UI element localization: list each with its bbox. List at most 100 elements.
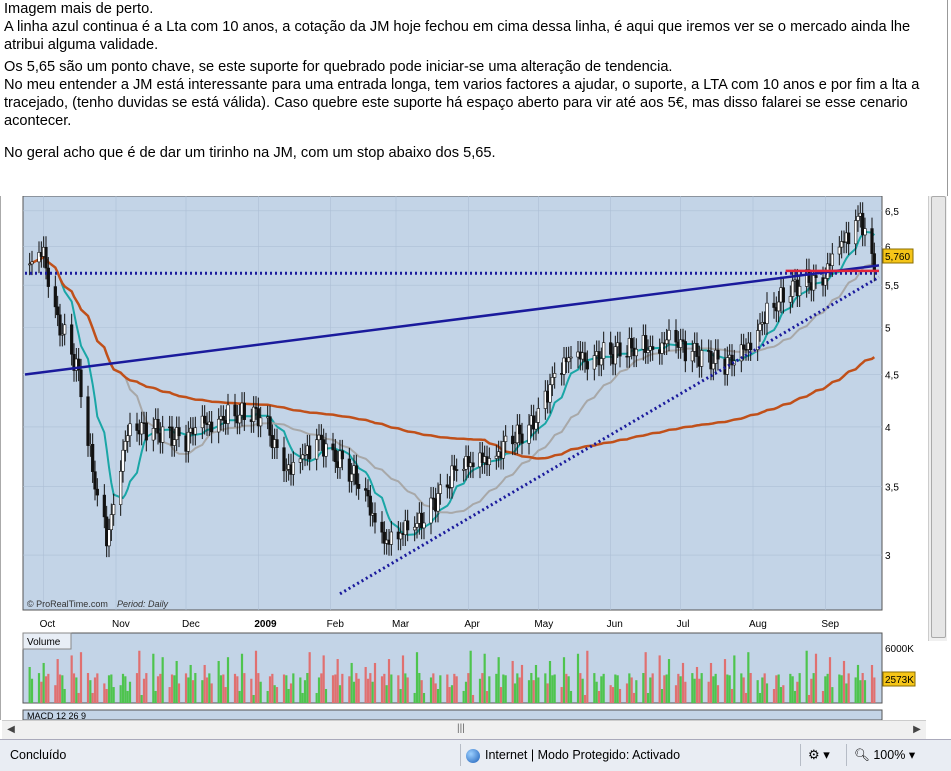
y-tick-label: 5,5 [885,281,899,292]
scroll-left-icon[interactable]: ◀ [7,724,15,735]
candle-body [436,493,440,512]
volume-bar [789,673,792,703]
scroll-grip-icon[interactable]: ||| [457,723,465,734]
vertical-scroll-thumb[interactable] [931,196,946,638]
volume-bar [42,662,45,703]
candle-body [494,455,498,459]
volume-bar [576,653,580,703]
candle-body [739,344,743,362]
volume-bar [348,676,351,703]
volume-bar [289,683,293,703]
candle-body [238,414,242,424]
candle-body [338,450,342,468]
volume-bar [693,678,696,703]
candle-body [308,445,312,460]
volume-bar [401,655,405,703]
volume-bar [681,662,685,703]
candle-body [870,228,874,254]
candle-body [840,241,844,248]
volume-bar [870,665,874,703]
candle-body [830,253,834,266]
candle-body [56,306,60,316]
moving-average-line [29,254,876,460]
volume-bar [728,675,731,703]
candle-body [107,529,111,547]
security-zone[interactable]: Internet | Modo Protegido: Activado [466,745,680,765]
volume-bar [744,692,748,703]
volume-bar [243,673,246,703]
candle-body [613,346,617,365]
volume-bar [54,685,57,703]
candle-body [282,447,286,472]
candle-body [144,422,148,441]
volume-bar [303,680,307,703]
volume-bar [765,683,769,703]
volume-bar [142,678,146,703]
volume-bar [618,688,622,703]
candle-body [599,358,603,366]
candle-body [438,484,442,494]
volume-bar [308,652,311,703]
candle-body [128,423,132,437]
volume-bar [464,681,468,703]
volume-bar [338,685,342,703]
volume-bar [488,676,491,703]
candle-body [602,342,606,359]
volume-bar [191,680,195,703]
candle-body [331,443,335,451]
volume-bar [651,673,654,703]
volume-bar [406,677,409,703]
zoom-control[interactable]: 🔍︎ 100% ▾ [854,745,915,765]
volume-bar [513,683,517,703]
volume-bar [292,673,295,703]
volume-bar [544,673,547,703]
volume-bar [579,673,582,703]
volume-bar [236,676,239,703]
candle-body [730,354,734,366]
volume-bar [383,673,386,703]
candle-body [716,349,720,360]
volume-bar [747,652,750,703]
y-tick-label: 3,5 [885,482,899,493]
candle-body [151,428,155,441]
candle-body [634,348,638,357]
volume-bar [135,673,139,703]
candle-body [333,449,337,462]
volume-bar [58,674,62,703]
candle-body [823,278,827,286]
horizontal-scrollbar[interactable]: ◀ ||| ▶ [2,720,926,739]
candle-body [95,488,99,496]
candle-body [210,421,214,433]
volume-bar [859,680,862,703]
candle-body [233,404,237,417]
volume-bar [628,673,631,703]
volume-bars [28,650,876,703]
candle-body [86,396,90,446]
volume-bar [660,689,664,703]
scroll-right-icon[interactable]: ▶ [913,724,921,735]
volume-bar [562,657,566,703]
candle-body [28,263,32,266]
volume-bar [667,659,671,703]
volume-bar [357,678,360,703]
volume-bar [86,673,90,703]
volume-bar [845,683,848,703]
candle-body [667,329,671,341]
volume-bar [499,687,503,703]
volume-bar [415,652,419,703]
tools-icon[interactable]: ⚙ ▾ [808,747,830,762]
volume-bar [642,673,645,703]
vertical-scrollbar[interactable] [928,196,947,641]
volume-bar [369,673,372,703]
volume-bar [187,677,190,703]
candle-body [548,384,552,403]
post-line-2: A linha azul continua é a Lta com 10 ano… [4,19,911,53]
candle-body [93,471,97,490]
candle-body [562,357,566,375]
candle-body [445,484,449,488]
candle-body [861,212,865,236]
candle-body [415,523,419,528]
candle-body [368,495,372,516]
volume-bar [810,678,813,703]
volume-bar [649,677,652,703]
